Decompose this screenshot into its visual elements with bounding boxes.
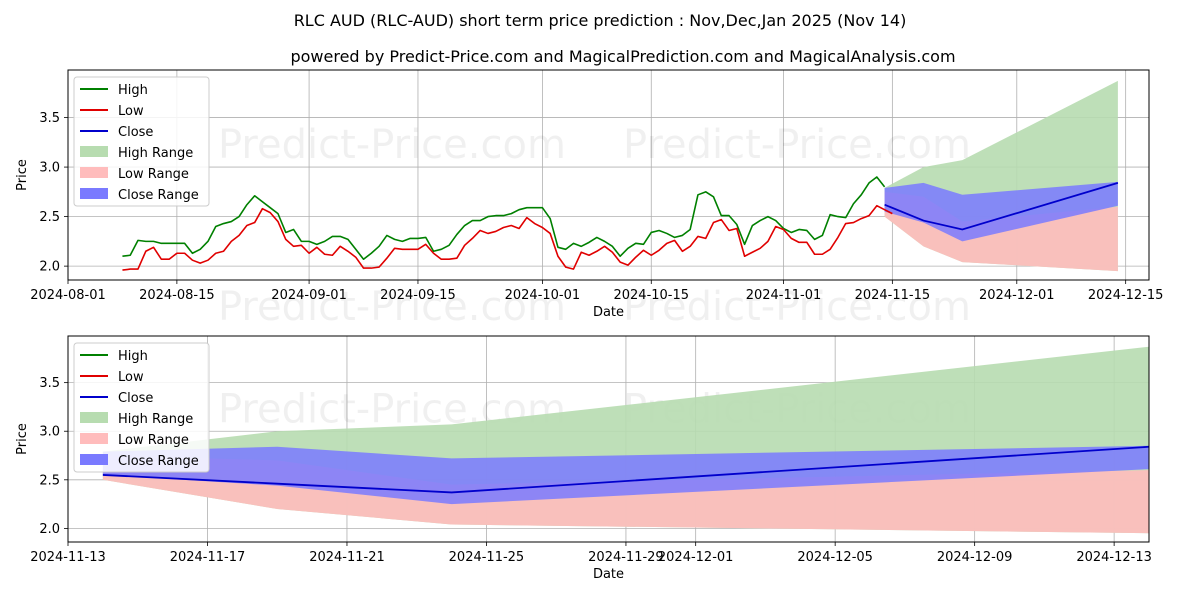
y-tick-label: 3.5 [39, 111, 60, 126]
close-range-band [102, 445, 1150, 505]
y-tick-label: 3.5 [39, 376, 60, 391]
x-tick-label: 2024-08-01 [30, 288, 106, 303]
x-tick-label: 2024-11-13 [30, 550, 106, 565]
legend-close-range-label: Close Range [118, 454, 199, 469]
x-tick-label: 2024-12-01 [658, 550, 734, 565]
watermark-text: Predict-Price.com [218, 284, 566, 330]
legend-close-range-swatch [80, 188, 108, 199]
legend-low-label: Low [118, 104, 144, 119]
panel-overview: 2.0 2.5 3.0 3.5 2024-08-01 2024-08-15 2024-09-… [15, 69, 1164, 330]
x-tick-label: 2024-12-09 [937, 550, 1013, 565]
legend-close-range-swatch [80, 454, 108, 465]
legend-low-range-label: Low Range [118, 433, 189, 448]
legend-high-label: High [118, 349, 148, 364]
legend-high-range-swatch [80, 146, 108, 157]
x-tick-label: 2024-09-15 [380, 288, 456, 303]
legend-close-label: Close [118, 125, 153, 140]
legend-high-range-label: High Range [118, 146, 193, 161]
y-tick-label: 2.0 [39, 260, 60, 275]
y-tick-label: 3.0 [39, 425, 60, 440]
x-tick-label: 2024-12-01 [979, 288, 1055, 303]
x-tick-label: 2024-12-13 [1076, 550, 1152, 565]
watermark-text: Predict-Price.com [623, 122, 971, 168]
legend-low-label: Low [118, 370, 144, 385]
y-tick-label: 2.5 [39, 473, 60, 488]
legend-high-range-label: High Range [118, 412, 193, 427]
x-tick-label: 2024-10-15 [613, 288, 689, 303]
chart-title: RLC AUD (RLC-AUD) short term price predi… [294, 11, 907, 30]
x-tick-label: 2024-10-01 [505, 288, 581, 303]
panel-forecast-zoom: 2.0 2.5 3.0 3.5 2024-11-13 2024-11-17 2024-11-… [15, 335, 1152, 582]
legend-close-range-label: Close Range [118, 188, 199, 203]
x-axis-label: Date [593, 305, 624, 320]
x-tick-label: 2024-11-01 [746, 288, 822, 303]
y-tick-label: 3.0 [39, 161, 60, 176]
legend-close-label: Close [118, 391, 153, 406]
legend-low-range-swatch [80, 167, 108, 178]
x-tick-label: 2024-11-25 [449, 550, 525, 565]
chart-subtitle: powered by Predict-Price.com and Magical… [290, 47, 955, 66]
low-price-line [122, 204, 893, 271]
y-tick-label: 2.5 [39, 210, 60, 225]
x-axis-label: Date [593, 567, 624, 582]
plot-frame [67, 69, 1150, 281]
close-range-band [884, 181, 1118, 242]
legend-low-range-swatch [80, 433, 108, 444]
close-forecast-line [884, 182, 1119, 231]
x-tick-label: 2024-09-01 [271, 288, 347, 303]
x-tick-label: 2024-12-15 [1088, 288, 1164, 303]
legend-low-range-label: Low Range [118, 167, 189, 182]
legend-high-label: High [118, 83, 148, 98]
x-tick-label: 2024-08-15 [139, 288, 215, 303]
watermark-text: Predict-Price.com [623, 284, 971, 330]
x-tick-label: 2024-12-05 [797, 550, 873, 565]
x-tick-label: 2024-11-29 [588, 550, 664, 565]
x-tick-label: 2024-11-21 [309, 550, 385, 565]
y-axis-label: Price [15, 159, 30, 191]
watermark-text: Predict-Price.com [218, 122, 566, 168]
x-tick-label: 2024-11-15 [855, 288, 931, 303]
plot-frame [67, 335, 1150, 543]
high-price-line [122, 176, 886, 261]
close-forecast-line [102, 445, 1150, 494]
y-tick-label: 2.0 [39, 522, 60, 537]
y-axis-label: Price [15, 423, 30, 455]
legend-high-range-swatch [80, 412, 108, 423]
x-tick-label: 2024-11-17 [170, 550, 246, 565]
